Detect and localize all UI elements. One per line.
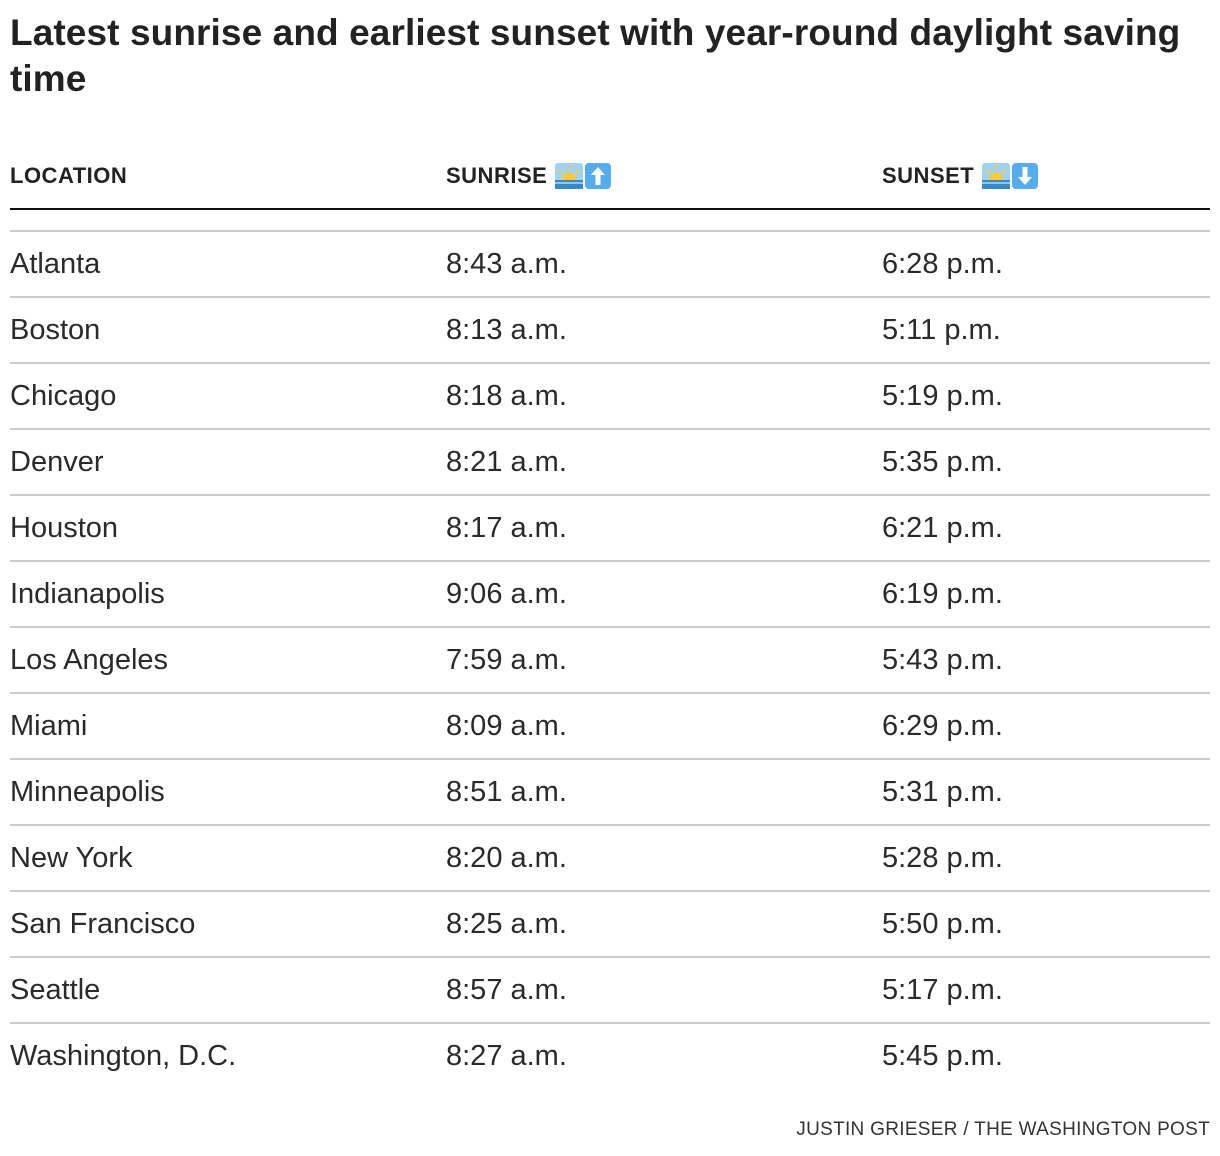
sunrise-cell: 8:17 a.m.: [446, 512, 567, 544]
sunrise-cell: 9:06 a.m.: [446, 578, 567, 610]
sunset-cell: 6:21 p.m.: [882, 512, 1003, 544]
sunrise-cell: 8:09 a.m.: [446, 710, 567, 742]
sunrise-cell: 8:21 a.m.: [446, 446, 567, 478]
location-cell: Houston: [10, 512, 119, 544]
table-row: Atlanta 8:43 a.m. 6:28 p.m.: [10, 232, 1210, 298]
table-row: San Francisco 8:25 a.m. 5:50 p.m.: [10, 892, 1210, 958]
location-cell: Los Angeles: [10, 644, 169, 676]
location-cell: Seattle: [10, 974, 101, 1006]
sunrise-cell: 8:20 a.m.: [446, 842, 567, 874]
location-cell: Washington, D.C.: [10, 1040, 237, 1072]
down-arrow-icon: [1012, 163, 1039, 189]
location-cell: Minneapolis: [10, 776, 165, 808]
sunrise-emoji-icon: [555, 163, 584, 189]
sunset-cell: 5:28 p.m.: [882, 842, 1003, 874]
data-table: LOCATION SUNRISE SUNSET: [10, 140, 1210, 1088]
table-row: Denver 8:21 a.m. 5:35 p.m.: [10, 430, 1210, 496]
column-header-sunrise: SUNRISE: [446, 162, 612, 190]
sunrise-cell: 8:25 a.m.: [446, 908, 567, 940]
sunset-cell: 5:17 p.m.: [882, 974, 1003, 1006]
location-cell: San Francisco: [10, 908, 196, 940]
sunrise-cell: 8:13 a.m.: [446, 314, 567, 346]
table-row: New York 8:20 a.m. 5:28 p.m.: [10, 826, 1210, 892]
sunset-cell: 6:29 p.m.: [882, 710, 1003, 742]
sunrise-emoji-icon: [982, 163, 1011, 189]
table-row: Seattle 8:57 a.m. 5:17 p.m.: [10, 958, 1210, 1024]
up-arrow-icon: [585, 163, 612, 189]
table-row: Minneapolis 8:51 a.m. 5:31 p.m.: [10, 760, 1210, 826]
table-row: Chicago 8:18 a.m. 5:19 p.m.: [10, 364, 1210, 430]
sunrise-cell: 7:59 a.m.: [446, 644, 567, 676]
location-cell: Chicago: [10, 380, 117, 412]
sunset-cell: 5:11 p.m.: [882, 314, 1001, 346]
location-cell: Atlanta: [10, 248, 101, 280]
table-body: Atlanta 8:43 a.m. 6:28 p.m. Boston 8:13 a.m.…: [10, 232, 1210, 1088]
sunset-cell: 5:35 p.m.: [882, 446, 1003, 478]
sunset-cell: 6:19 p.m.: [882, 578, 1003, 610]
table-row: Boston 8:13 a.m. 5:11 p.m.: [10, 298, 1210, 364]
sunset-cell: 5:43 p.m.: [882, 644, 1003, 676]
table-row: Miami 8:09 a.m. 6:29 p.m.: [10, 694, 1210, 760]
table-row: Los Angeles 7:59 a.m. 5:43 p.m.: [10, 628, 1210, 694]
source-credit: JUSTIN GRIESER / THE WASHINGTON POST: [796, 1119, 1210, 1140]
sunrise-cell: 8:57 a.m.: [446, 974, 567, 1006]
column-header-sunset-label: SUNSET: [882, 163, 975, 188]
table-header: LOCATION SUNRISE SUNSET: [10, 140, 1210, 210]
sunrise-cell: 8:18 a.m.: [446, 380, 567, 412]
header-spacer: [10, 210, 1210, 232]
location-cell: Miami: [10, 710, 88, 742]
location-cell: New York: [10, 842, 133, 874]
sunset-cell: 5:50 p.m.: [882, 908, 1003, 940]
column-header-location-label: LOCATION: [10, 163, 128, 188]
location-cell: Denver: [10, 446, 104, 478]
sunset-cell: 5:19 p.m.: [882, 380, 1003, 412]
location-cell: Boston: [10, 314, 101, 346]
sunset-cell: 5:31 p.m.: [882, 776, 1003, 808]
sunrise-cell: 8:51 a.m.: [446, 776, 567, 808]
location-cell: Indianapolis: [10, 578, 165, 610]
column-header-sunrise-label: SUNRISE: [446, 163, 548, 188]
sunrise-cell: 8:27 a.m.: [446, 1040, 567, 1072]
table-row: Washington, D.C. 8:27 a.m. 5:45 p.m.: [10, 1024, 1210, 1088]
sunset-cell: 6:28 p.m.: [882, 248, 1003, 280]
sunset-cell: 5:45 p.m.: [882, 1040, 1003, 1072]
chart-title: Latest sunrise and earliest sunset with …: [10, 12, 1181, 99]
column-header-sunset: SUNSET: [882, 162, 1039, 190]
table-row: Indianapolis 9:06 a.m. 6:19 p.m.: [10, 562, 1210, 628]
sunrise-cell: 8:43 a.m.: [446, 248, 567, 280]
column-header-location: LOCATION: [10, 162, 127, 190]
table-row: Houston 8:17 a.m. 6:21 p.m.: [10, 496, 1210, 562]
